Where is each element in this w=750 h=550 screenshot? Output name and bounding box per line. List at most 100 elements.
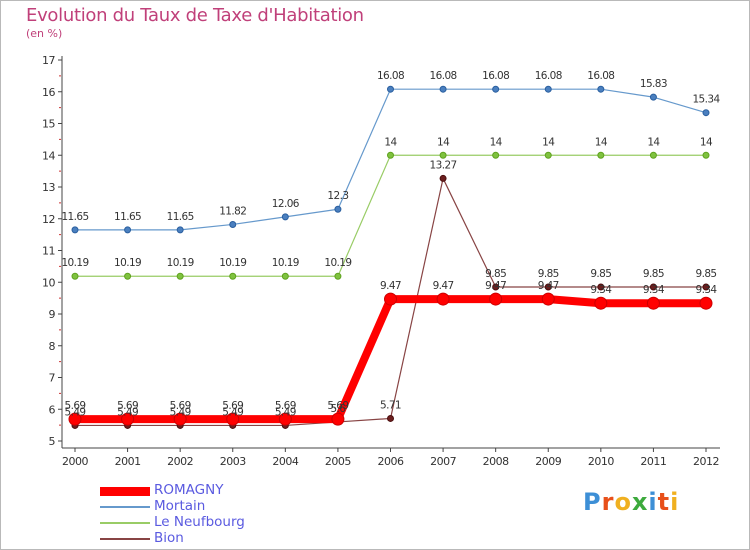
data-point (492, 283, 500, 291)
logo-letter: P (583, 488, 602, 516)
data-point (387, 151, 394, 159)
x-tick-label: 2011 (640, 455, 666, 468)
data-label: 9.47 (433, 280, 454, 292)
data-label: 5.49 (117, 406, 138, 418)
data-label: 10.19 (167, 257, 194, 269)
y-tick-label: 10 (42, 276, 55, 289)
chart-subtitle: (en %) (26, 27, 63, 40)
data-label: 13.27 (430, 159, 457, 171)
data-point (489, 292, 503, 306)
data-label: 14 (700, 136, 713, 148)
data-label: 5.49 (222, 406, 243, 418)
x-tick-label: 2008 (483, 455, 509, 468)
data-label: 5.69 (222, 400, 243, 412)
legend-label-romagny: ROMAGNY (154, 482, 224, 498)
x-tick-label: 2001 (115, 455, 141, 468)
data-point (439, 151, 447, 159)
data-point (702, 109, 710, 117)
data-point (124, 272, 132, 280)
data-label: 9.85 (590, 268, 611, 280)
x-tick-label: 2000 (62, 455, 88, 468)
data-label: 14 (384, 136, 397, 148)
data-point (646, 296, 660, 310)
data-label: 16.08 (430, 70, 457, 82)
x-tick-label: 2003 (220, 455, 246, 468)
data-label: 16.08 (587, 70, 614, 82)
data-point (702, 283, 710, 291)
data-point (278, 412, 292, 426)
y-tick-label: 14 (42, 149, 55, 162)
x-tick-label: 2007 (430, 455, 456, 468)
logo-letter: o (614, 488, 632, 516)
x-tick-label: 2005 (325, 455, 351, 468)
data-label: 9.85 (538, 268, 559, 280)
data-point (594, 296, 608, 310)
data-point (229, 220, 237, 228)
data-label: 5.69 (170, 400, 191, 412)
data-point (331, 412, 345, 426)
data-point (176, 226, 184, 234)
data-label: 5.69 (117, 400, 138, 412)
data-label: 11.65 (61, 211, 88, 223)
x-tick-label: 2004 (272, 455, 298, 468)
data-point (649, 93, 657, 101)
data-point (334, 272, 342, 280)
data-point (544, 85, 552, 93)
data-label: 10.19 (219, 257, 246, 269)
y-tick-label: 13 (42, 181, 55, 194)
data-label: 10.19 (272, 257, 299, 269)
data-point (281, 213, 289, 221)
data-point (649, 151, 657, 159)
data-point (439, 174, 447, 182)
data-label: 14 (542, 136, 555, 148)
data-label: 16.08 (377, 70, 404, 82)
data-label: 9.47 (380, 280, 401, 292)
data-label: 14 (490, 136, 503, 148)
data-label: 10.19 (61, 257, 88, 269)
x-tick-label: 2009 (535, 455, 561, 468)
data-point (384, 292, 397, 306)
y-tick-label: 9 (49, 308, 56, 321)
data-label: 16.08 (482, 70, 509, 82)
series-line-mortain (74, 88, 707, 231)
data-point (121, 412, 135, 426)
data-point (544, 151, 552, 159)
x-tick-label: 2002 (167, 455, 193, 468)
data-label: 14 (437, 136, 450, 148)
data-label: 5.49 (170, 406, 191, 418)
data-point (71, 272, 79, 280)
data-point (281, 272, 289, 280)
x-tick-label: 2006 (378, 455, 404, 468)
logo-letter: t (657, 488, 671, 516)
data-point (492, 85, 500, 93)
data-label: 14 (647, 136, 660, 148)
data-label: 11.82 (219, 205, 246, 217)
data-point (387, 414, 394, 422)
data-point (541, 292, 555, 306)
data-label: 9.85 (696, 268, 717, 280)
y-tick-label: 12 (42, 213, 55, 226)
data-label: 5.69 (327, 400, 348, 412)
y-tick-label: 11 (42, 245, 55, 258)
data-point (68, 412, 82, 426)
y-tick-label: 6 (49, 403, 56, 416)
data-label: 10.19 (324, 257, 351, 269)
data-point (229, 272, 237, 280)
data-label: 10.19 (114, 257, 141, 269)
data-label: 5.69 (275, 400, 296, 412)
legend-swatch-le-neufbourg (100, 522, 150, 524)
data-label: 9.85 (485, 268, 506, 280)
logo-letter: i (648, 488, 658, 516)
data-label: 15.34 (692, 94, 720, 106)
data-point (597, 283, 605, 291)
data-label: 15.83 (640, 78, 667, 90)
data-label: 12.3 (327, 190, 348, 202)
data-point (649, 283, 657, 291)
data-label: 5.6 (330, 403, 346, 415)
data-label: 16.08 (535, 70, 562, 82)
data-point (699, 296, 713, 310)
data-label: 14 (595, 136, 608, 148)
data-label: 9.47 (538, 280, 559, 292)
chart-title: Evolution du Taux de Taxe d'Habitation (26, 5, 364, 26)
x-tick-label: 2010 (588, 455, 614, 468)
